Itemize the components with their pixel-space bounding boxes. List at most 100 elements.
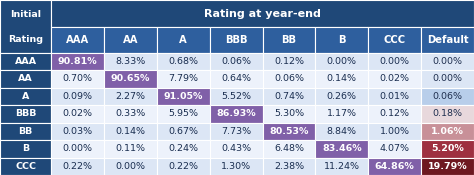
Bar bbox=[104, 140, 157, 158]
Text: 8.84%: 8.84% bbox=[327, 127, 357, 136]
Bar bbox=[316, 70, 368, 88]
Text: 86.93%: 86.93% bbox=[216, 109, 256, 118]
Text: AA: AA bbox=[18, 74, 33, 83]
Bar bbox=[316, 158, 368, 175]
Text: 0.64%: 0.64% bbox=[221, 74, 251, 83]
Text: 0.24%: 0.24% bbox=[168, 144, 198, 153]
Text: 0.06%: 0.06% bbox=[274, 74, 304, 83]
Text: B: B bbox=[338, 35, 346, 45]
Text: 0.01%: 0.01% bbox=[380, 92, 410, 101]
Bar bbox=[421, 158, 474, 175]
Text: Rating: Rating bbox=[8, 35, 43, 44]
Bar bbox=[421, 88, 474, 105]
Bar bbox=[104, 88, 157, 105]
Bar bbox=[157, 158, 210, 175]
Text: 7.73%: 7.73% bbox=[221, 127, 251, 136]
Text: BBB: BBB bbox=[15, 109, 36, 118]
Text: 5.52%: 5.52% bbox=[221, 92, 251, 101]
Bar bbox=[157, 88, 210, 105]
Text: BB: BB bbox=[18, 127, 33, 136]
Text: 5.20%: 5.20% bbox=[431, 144, 464, 153]
Bar bbox=[421, 70, 474, 88]
Bar bbox=[210, 70, 263, 88]
Bar bbox=[263, 105, 316, 122]
Bar bbox=[421, 27, 474, 52]
Bar bbox=[0, 105, 51, 122]
Text: AAA: AAA bbox=[15, 57, 36, 66]
Bar bbox=[368, 70, 421, 88]
Text: 90.81%: 90.81% bbox=[58, 57, 98, 66]
Bar bbox=[316, 105, 368, 122]
Bar bbox=[104, 70, 157, 88]
Text: BB: BB bbox=[282, 35, 297, 45]
Text: 90.65%: 90.65% bbox=[111, 74, 150, 83]
Bar bbox=[104, 52, 157, 70]
Bar bbox=[0, 0, 51, 52]
Text: Default: Default bbox=[427, 35, 468, 45]
Text: 0.14%: 0.14% bbox=[327, 74, 357, 83]
Text: 4.07%: 4.07% bbox=[380, 144, 410, 153]
Text: 2.38%: 2.38% bbox=[274, 162, 304, 171]
Text: 64.86%: 64.86% bbox=[375, 162, 415, 171]
Bar bbox=[421, 105, 474, 122]
Text: 6.48%: 6.48% bbox=[274, 144, 304, 153]
Text: 0.12%: 0.12% bbox=[380, 109, 410, 118]
Text: 0.68%: 0.68% bbox=[168, 57, 198, 66]
Bar bbox=[316, 122, 368, 140]
Bar bbox=[263, 88, 316, 105]
Bar bbox=[210, 105, 263, 122]
Text: 0.02%: 0.02% bbox=[63, 109, 92, 118]
Text: 0.43%: 0.43% bbox=[221, 144, 251, 153]
Text: 0.00%: 0.00% bbox=[433, 57, 463, 66]
Bar bbox=[421, 52, 474, 70]
Text: 0.67%: 0.67% bbox=[168, 127, 198, 136]
Bar bbox=[368, 52, 421, 70]
Bar bbox=[157, 140, 210, 158]
Text: 0.14%: 0.14% bbox=[116, 127, 146, 136]
Bar bbox=[263, 122, 316, 140]
Bar bbox=[210, 52, 263, 70]
Bar bbox=[210, 158, 263, 175]
Text: 5.95%: 5.95% bbox=[168, 109, 198, 118]
Text: 0.26%: 0.26% bbox=[327, 92, 357, 101]
Text: 1.06%: 1.06% bbox=[431, 127, 464, 136]
Bar bbox=[104, 27, 157, 52]
Bar bbox=[368, 140, 421, 158]
Bar bbox=[0, 122, 51, 140]
Bar bbox=[157, 52, 210, 70]
Text: 0.00%: 0.00% bbox=[433, 74, 463, 83]
Bar bbox=[51, 0, 474, 27]
Bar bbox=[368, 158, 421, 175]
Bar bbox=[51, 122, 104, 140]
Text: 0.09%: 0.09% bbox=[63, 92, 92, 101]
Text: 0.00%: 0.00% bbox=[327, 57, 357, 66]
Text: 0.70%: 0.70% bbox=[63, 74, 92, 83]
Bar bbox=[0, 88, 51, 105]
Text: BBB: BBB bbox=[225, 35, 247, 45]
Bar bbox=[210, 140, 263, 158]
Bar bbox=[51, 140, 104, 158]
Bar bbox=[421, 122, 474, 140]
Bar bbox=[157, 105, 210, 122]
Bar bbox=[157, 122, 210, 140]
Text: 0.33%: 0.33% bbox=[115, 109, 146, 118]
Text: 0.00%: 0.00% bbox=[380, 57, 410, 66]
Bar bbox=[51, 27, 104, 52]
Text: 8.33%: 8.33% bbox=[115, 57, 146, 66]
Text: 0.03%: 0.03% bbox=[63, 127, 93, 136]
Bar bbox=[104, 122, 157, 140]
Text: A: A bbox=[180, 35, 187, 45]
Text: 19.79%: 19.79% bbox=[428, 162, 467, 171]
Text: 0.00%: 0.00% bbox=[116, 162, 146, 171]
Bar bbox=[0, 140, 51, 158]
Bar bbox=[157, 70, 210, 88]
Bar bbox=[368, 88, 421, 105]
Bar bbox=[0, 70, 51, 88]
Text: 0.74%: 0.74% bbox=[274, 92, 304, 101]
Text: AA: AA bbox=[123, 35, 138, 45]
Bar bbox=[104, 158, 157, 175]
Text: Initial: Initial bbox=[10, 10, 41, 19]
Bar bbox=[316, 140, 368, 158]
Text: CCC: CCC bbox=[15, 162, 36, 171]
Text: B: B bbox=[22, 144, 29, 153]
